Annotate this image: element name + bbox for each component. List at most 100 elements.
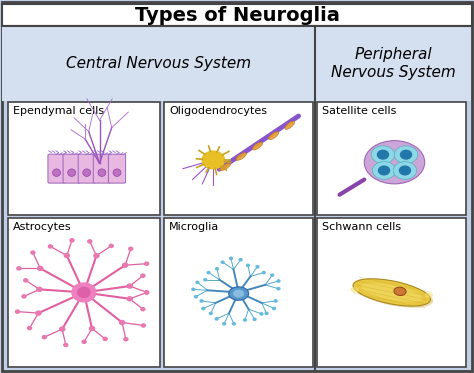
Ellipse shape [53,169,61,176]
Circle shape [17,267,21,270]
Ellipse shape [233,289,245,298]
Circle shape [64,344,68,347]
Text: Schwann cells: Schwann cells [322,222,401,232]
Circle shape [36,311,41,315]
Circle shape [145,291,149,294]
Bar [2,4,472,26]
Text: Microglia: Microglia [169,222,219,232]
Circle shape [37,266,43,270]
Circle shape [109,244,113,247]
Ellipse shape [98,169,106,176]
Text: Satellite cells: Satellite cells [322,106,397,116]
Ellipse shape [373,162,396,179]
Circle shape [82,340,86,344]
Circle shape [72,283,96,302]
Circle shape [253,318,256,320]
Circle shape [48,245,53,248]
Circle shape [27,326,32,330]
Circle shape [70,239,74,242]
Text: Types of Neuroglia: Types of Neuroglia [135,6,339,25]
Circle shape [145,291,149,294]
Circle shape [401,150,411,159]
Circle shape [24,279,28,282]
Circle shape [216,268,219,270]
Ellipse shape [252,142,263,150]
FancyBboxPatch shape [48,154,65,183]
Circle shape [37,287,42,291]
Circle shape [277,288,280,290]
Circle shape [94,254,99,258]
Ellipse shape [236,153,246,160]
Circle shape [78,288,90,297]
Circle shape [274,300,277,302]
Circle shape [192,288,195,291]
Bar [317,218,466,367]
Text: Peripheral
Nervous System: Peripheral Nervous System [330,47,456,79]
Circle shape [88,240,92,243]
Bar [315,26,471,101]
FancyBboxPatch shape [63,154,80,183]
Circle shape [141,274,145,277]
Ellipse shape [394,146,418,163]
Circle shape [271,274,273,276]
Ellipse shape [364,141,425,184]
Circle shape [129,247,133,250]
Circle shape [246,264,249,267]
Circle shape [379,166,390,175]
Text: Oligodendrocytes: Oligodendrocytes [169,106,267,116]
Circle shape [16,310,19,313]
Circle shape [244,319,246,321]
Ellipse shape [361,283,422,302]
Circle shape [210,312,212,314]
Circle shape [90,326,94,330]
Circle shape [277,280,280,282]
Circle shape [60,327,65,331]
Ellipse shape [83,169,91,176]
Circle shape [229,257,232,260]
Ellipse shape [269,132,279,140]
Circle shape [265,312,268,314]
Circle shape [202,307,205,310]
Circle shape [124,338,128,341]
Circle shape [260,313,263,315]
Text: Central Nervous System: Central Nervous System [66,56,251,71]
Circle shape [215,318,218,320]
Text: Astrocytes: Astrocytes [13,222,72,232]
Circle shape [262,272,265,274]
Circle shape [377,150,389,159]
Bar [317,102,466,215]
Bar [164,102,313,215]
Ellipse shape [113,169,121,176]
Text: Ependymal cells: Ependymal cells [13,106,104,116]
Ellipse shape [285,121,295,129]
Circle shape [200,300,203,302]
Ellipse shape [220,163,230,170]
FancyBboxPatch shape [78,154,95,183]
Circle shape [145,262,149,265]
Circle shape [232,323,235,325]
Circle shape [123,263,128,267]
Ellipse shape [394,287,406,295]
Circle shape [119,320,125,325]
Circle shape [223,323,226,325]
Circle shape [22,295,26,298]
Circle shape [194,295,197,298]
Circle shape [207,272,210,274]
Circle shape [141,308,145,311]
FancyBboxPatch shape [93,154,110,183]
Circle shape [400,166,410,175]
Circle shape [204,279,207,281]
Ellipse shape [228,287,248,300]
Circle shape [141,324,146,327]
Ellipse shape [353,279,430,306]
Ellipse shape [393,162,417,179]
Circle shape [273,307,275,310]
Circle shape [42,336,46,339]
Ellipse shape [68,169,75,176]
Ellipse shape [425,292,433,298]
Circle shape [221,261,224,263]
Circle shape [196,281,199,283]
Circle shape [202,151,225,169]
Circle shape [64,254,69,257]
Bar [2,26,315,101]
